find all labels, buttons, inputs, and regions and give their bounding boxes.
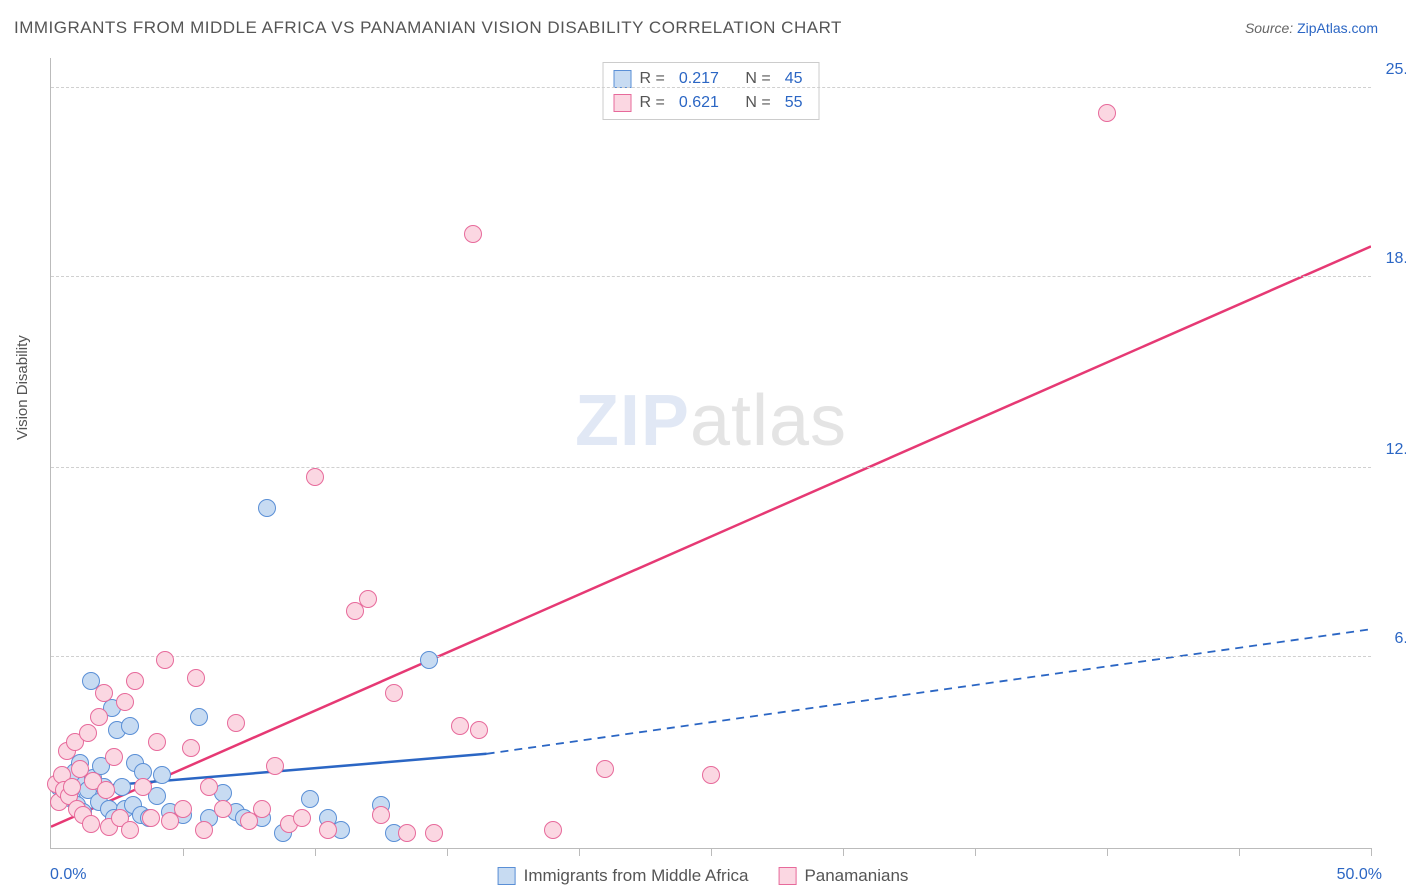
data-point: [372, 806, 390, 824]
source-label: Source:: [1245, 20, 1293, 36]
data-point: [156, 651, 174, 669]
gridline-h: [51, 467, 1371, 468]
legend-swatch-s1: [614, 70, 632, 88]
data-point: [301, 790, 319, 808]
data-point: [227, 714, 245, 732]
data-point: [134, 778, 152, 796]
n-value-s2: 55: [785, 91, 803, 115]
x-tick: [711, 848, 712, 856]
gridline-h: [51, 656, 1371, 657]
watermark-atlas: atlas: [690, 381, 847, 461]
data-point: [113, 778, 131, 796]
data-point: [420, 651, 438, 669]
x-tick: [1239, 848, 1240, 856]
data-point: [121, 821, 139, 839]
legend-label-s2: Panamanians: [804, 866, 908, 886]
x-tick: [1107, 848, 1108, 856]
source-attribution: Source: ZipAtlas.com: [1245, 20, 1378, 36]
data-point: [182, 739, 200, 757]
data-point: [97, 781, 115, 799]
data-point: [596, 760, 614, 778]
data-point: [464, 225, 482, 243]
data-point: [266, 757, 284, 775]
gridline-h: [51, 276, 1371, 277]
data-point: [63, 778, 81, 796]
data-point: [82, 815, 100, 833]
legend-stats: R = 0.217 N = 45 R = 0.621 N = 55: [603, 62, 820, 120]
legend-swatch-bottom-s1: [498, 867, 516, 885]
data-point: [359, 590, 377, 608]
data-point: [702, 766, 720, 784]
data-point: [187, 669, 205, 687]
data-point: [126, 672, 144, 690]
x-tick: [183, 848, 184, 856]
x-tick: [315, 848, 316, 856]
y-tick-label: 25.0%: [1386, 61, 1406, 79]
data-point: [142, 809, 160, 827]
legend-swatch-s2: [614, 94, 632, 112]
legend-item-s1: Immigrants from Middle Africa: [498, 866, 749, 886]
n-label: N =: [745, 91, 770, 115]
data-point: [121, 717, 139, 735]
data-point: [544, 821, 562, 839]
data-point: [190, 708, 208, 726]
data-point: [214, 800, 232, 818]
data-point: [451, 717, 469, 735]
x-axis-min-label: 0.0%: [50, 866, 86, 884]
data-point: [116, 693, 134, 711]
y-tick-label: 12.5%: [1386, 441, 1406, 459]
chart-plot-area: ZIPatlas R = 0.217 N = 45 R = 0.621 N = …: [50, 58, 1371, 849]
data-point: [385, 684, 403, 702]
r-value-s2: 0.621: [679, 91, 719, 115]
r-label: R =: [640, 91, 665, 115]
data-point: [90, 708, 108, 726]
x-tick: [843, 848, 844, 856]
y-axis-label: Vision Disability: [14, 335, 31, 440]
x-tick: [579, 848, 580, 856]
gridline-h: [51, 87, 1371, 88]
data-point: [195, 821, 213, 839]
watermark-zip: ZIP: [575, 381, 690, 461]
source-value: ZipAtlas.com: [1297, 20, 1378, 36]
x-axis-max-label: 50.0%: [1337, 866, 1382, 884]
data-point: [148, 733, 166, 751]
legend-stats-row-2: R = 0.621 N = 55: [614, 91, 809, 115]
legend-series: Immigrants from Middle Africa Panamanian…: [498, 866, 909, 886]
data-point: [293, 809, 311, 827]
data-point: [425, 824, 443, 842]
data-point: [319, 821, 337, 839]
x-tick: [1371, 848, 1372, 856]
data-point: [95, 684, 113, 702]
data-point: [1098, 104, 1116, 122]
data-point: [79, 724, 97, 742]
data-point: [398, 824, 416, 842]
y-tick-label: 18.8%: [1386, 250, 1406, 268]
data-point: [258, 499, 276, 517]
data-point: [470, 721, 488, 739]
legend-swatch-bottom-s2: [778, 867, 796, 885]
data-point: [253, 800, 271, 818]
chart-title: IMMIGRANTS FROM MIDDLE AFRICA VS PANAMAN…: [14, 18, 842, 38]
y-tick-label: 6.3%: [1395, 630, 1406, 648]
data-point: [200, 778, 218, 796]
data-point: [153, 766, 171, 784]
x-tick: [975, 848, 976, 856]
legend-item-s2: Panamanians: [778, 866, 908, 886]
data-point: [105, 748, 123, 766]
x-tick: [447, 848, 448, 856]
legend-label-s1: Immigrants from Middle Africa: [524, 866, 749, 886]
watermark: ZIPatlas: [575, 380, 847, 462]
data-point: [306, 468, 324, 486]
data-point: [174, 800, 192, 818]
